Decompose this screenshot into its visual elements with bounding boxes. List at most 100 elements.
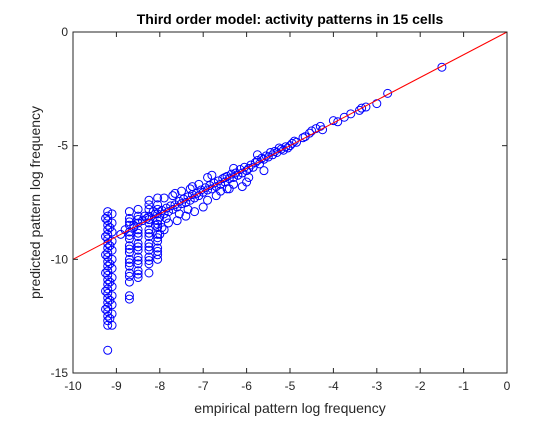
data-point — [144, 255, 154, 265]
data-point — [252, 150, 262, 160]
data-point — [207, 170, 217, 180]
data-point — [237, 182, 247, 192]
data-point — [203, 195, 213, 205]
data-point — [116, 229, 126, 239]
data-point — [383, 88, 393, 98]
plot-area — [73, 32, 507, 373]
data-point — [105, 241, 115, 251]
data-point — [155, 229, 165, 239]
data-point — [124, 291, 134, 301]
data-point — [101, 304, 111, 314]
x-tick-label: -5 — [285, 379, 296, 393]
data-point — [153, 243, 163, 253]
data-point — [153, 223, 163, 233]
data-point — [170, 188, 180, 198]
data-point — [107, 291, 117, 301]
data-point — [107, 218, 117, 228]
data-point — [101, 213, 111, 223]
x-axis-label: empirical pattern log frequency — [194, 400, 385, 416]
data-point — [259, 166, 269, 176]
data-point — [133, 242, 143, 252]
data-point — [124, 248, 134, 258]
x-tick-label: 0 — [504, 379, 511, 393]
data-point — [153, 204, 163, 214]
data-point — [103, 261, 113, 271]
data-point — [101, 250, 111, 260]
data-point — [124, 271, 134, 281]
data-point — [124, 268, 134, 278]
data-point — [133, 255, 143, 265]
data-point — [124, 213, 134, 223]
data-point — [144, 200, 154, 210]
data-point — [300, 132, 310, 142]
data-point — [103, 302, 113, 312]
data-point — [177, 186, 186, 196]
data-point — [107, 227, 117, 237]
data-point — [133, 266, 143, 276]
x-tick-label: -2 — [415, 379, 426, 393]
data-point — [144, 195, 154, 205]
data-point — [250, 158, 260, 168]
data-point — [272, 147, 282, 157]
data-point — [437, 62, 447, 72]
data-point — [203, 172, 213, 182]
data-point — [107, 320, 117, 330]
data-point — [157, 223, 167, 233]
data-point — [311, 124, 321, 134]
x-tick-label: -9 — [111, 379, 122, 393]
y-tick-label: -10 — [51, 252, 69, 266]
data-point — [105, 295, 115, 305]
data-point — [211, 191, 221, 201]
data-point — [372, 99, 382, 109]
x-tick-label: -7 — [198, 379, 209, 393]
data-point — [148, 207, 158, 217]
y-tick-label: -5 — [57, 139, 68, 153]
data-point — [124, 234, 134, 244]
data-point — [103, 307, 113, 317]
data-point — [103, 243, 113, 253]
data-point — [103, 293, 113, 303]
data-point — [144, 259, 154, 269]
data-point — [187, 182, 197, 192]
x-tick-label: -10 — [64, 379, 82, 393]
data-point — [203, 185, 213, 195]
y-axis-ticks: -15 -10 -5 0 — [51, 25, 507, 380]
data-point — [278, 145, 288, 155]
data-point — [133, 259, 143, 269]
data-point — [144, 232, 154, 242]
data-point — [103, 229, 113, 239]
data-point — [153, 254, 163, 264]
data-point — [107, 282, 117, 292]
data-point — [103, 211, 113, 221]
data-point — [144, 218, 154, 228]
x-tick-label: -4 — [328, 379, 339, 393]
data-point — [101, 286, 111, 296]
data-point — [133, 204, 143, 214]
data-point — [101, 268, 111, 278]
data-point — [107, 209, 117, 219]
data-point — [144, 204, 154, 214]
data-point — [263, 152, 273, 162]
data-point — [231, 168, 241, 178]
data-point — [124, 258, 134, 268]
data-point — [144, 238, 154, 248]
data-point — [144, 252, 154, 262]
data-point — [153, 236, 163, 246]
data-point — [285, 141, 295, 151]
data-point — [268, 150, 278, 160]
data-point — [161, 213, 171, 223]
data-point — [103, 298, 113, 308]
data-point — [333, 117, 343, 127]
data-point — [153, 200, 163, 210]
data-point — [168, 191, 178, 201]
data-point — [103, 270, 113, 280]
data-point — [103, 252, 113, 262]
data-point — [153, 193, 163, 203]
data-point — [103, 345, 113, 355]
data-point — [144, 242, 154, 252]
data-point — [339, 112, 349, 122]
y-axis-label: predicted pattern log frequency — [27, 106, 43, 299]
data-point — [133, 232, 143, 242]
data-point — [103, 257, 113, 267]
